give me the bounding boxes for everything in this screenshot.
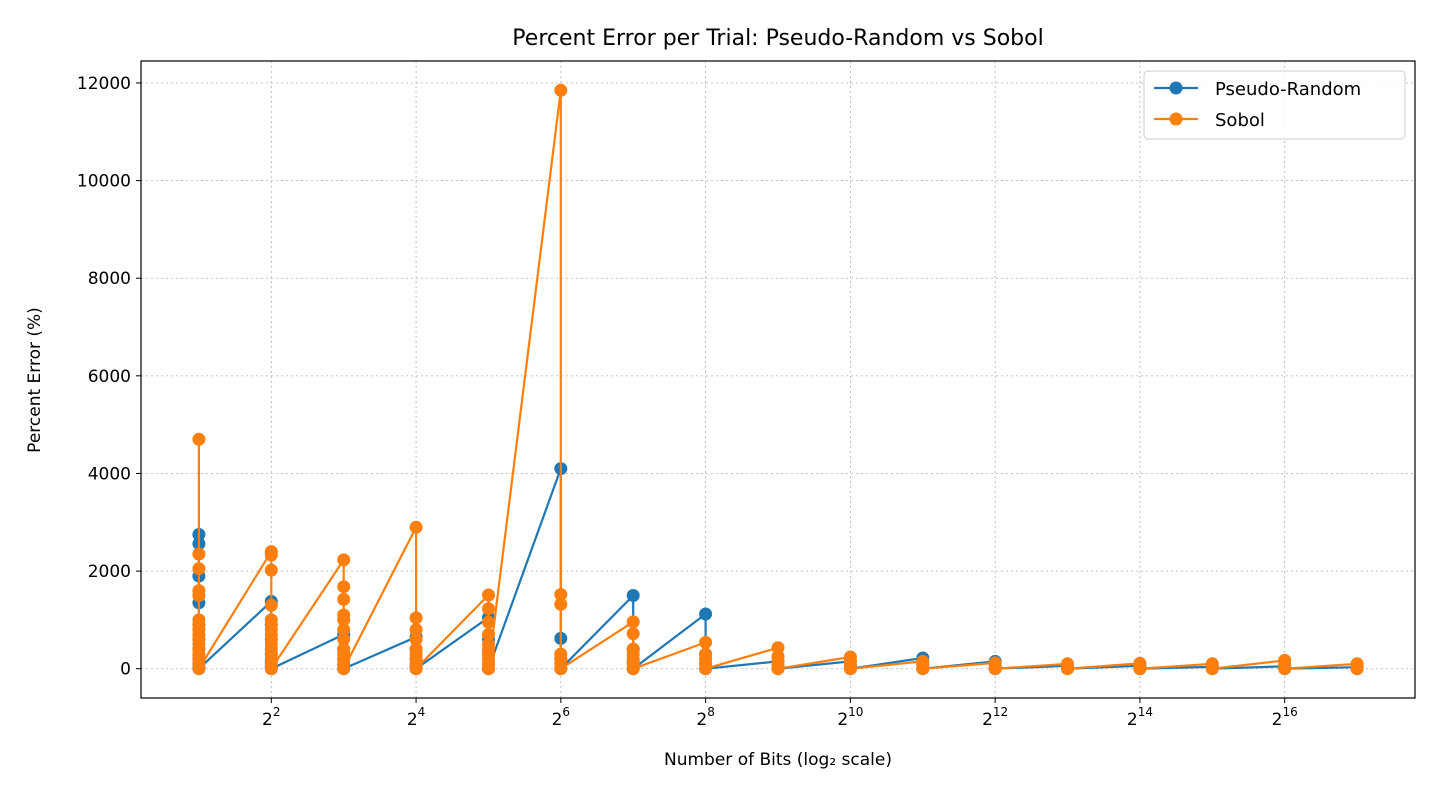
data-point-sobol: [1205, 662, 1219, 676]
data-point-sobol: [192, 547, 206, 561]
data-point-sobol: [337, 553, 351, 567]
x-tick-label: 24: [407, 705, 425, 730]
data-point-sobol: [554, 588, 568, 601]
y-tick-label: 10000: [77, 172, 131, 192]
data-point-sobol: [1278, 662, 1292, 676]
data-point-sobol: [1133, 662, 1147, 676]
legend: Pseudo-Random Sobol: [1143, 70, 1406, 140]
y-tick-label: 6000: [88, 367, 131, 387]
data-point-sobol: [771, 662, 785, 676]
data-point-sobol: [482, 588, 495, 602]
data-point-sobol: [1350, 662, 1364, 676]
data-point-sobol: [988, 662, 1002, 676]
data-point-pseudo-random: [699, 607, 713, 621]
data-point-sobol: [264, 548, 278, 562]
y-tick-label: 2000: [88, 562, 131, 582]
data-point-sobol: [337, 580, 351, 594]
y-tick-label: 0: [120, 660, 131, 680]
data-point-sobol: [482, 602, 495, 616]
data-point-sobol: [337, 632, 351, 646]
data-point-sobol: [699, 635, 713, 649]
data-point-sobol: [843, 662, 857, 676]
data-point-sobol: [409, 662, 423, 676]
x-tick-label: 28: [696, 705, 714, 730]
y-tick-label: 4000: [88, 464, 131, 484]
data-point-sobol: [192, 662, 206, 676]
data-point-sobol: [192, 432, 206, 446]
x-tick-label: 22: [262, 705, 280, 730]
grid: [141, 61, 1415, 698]
plot-frame: [140, 60, 1416, 699]
series-sobol: [192, 83, 1364, 676]
data-point-sobol: [482, 628, 495, 641]
data-point-sobol: [626, 627, 640, 641]
legend-marker-pseudo-random: [1169, 81, 1183, 95]
data-point-sobol: [264, 662, 278, 676]
y-axis-label: Percent Error (%): [25, 307, 45, 453]
y-tick-label: 12000: [77, 74, 131, 94]
data-point-sobol: [264, 563, 278, 577]
legend-marker-sobol: [1169, 112, 1183, 126]
data-point-sobol: [409, 520, 423, 534]
legend-label-sobol: Sobol: [1215, 110, 1265, 131]
data-point-sobol: [554, 662, 568, 676]
data-point-pseudo-random: [626, 589, 640, 602]
x-tick-label: 214: [1127, 705, 1153, 730]
data-point-sobol: [337, 623, 351, 637]
series-layer: [192, 83, 1364, 676]
data-point-sobol: [337, 662, 351, 676]
data-point-sobol: [482, 662, 495, 676]
data-point-sobol: [264, 598, 278, 612]
data-point-sobol: [916, 662, 930, 676]
data-point-sobol: [192, 589, 206, 602]
x-axis-label: Number of Bits (log₂ scale): [664, 750, 892, 770]
data-point-sobol: [482, 615, 495, 629]
data-point-sobol: [409, 611, 423, 625]
data-point-sobol: [192, 562, 206, 576]
series-line-pseudo-random: [197, 467, 1359, 670]
data-point-sobol: [554, 83, 568, 97]
x-axis-ticks: 22 24 26 28 210 212 214 216: [262, 698, 1298, 730]
x-tick-label: 216: [1272, 705, 1298, 730]
data-point-sobol: [409, 632, 423, 646]
chart-title: Percent Error per Trial: Pseudo-Random v…: [512, 26, 1043, 51]
series-line-sobol: [197, 89, 1359, 670]
data-point-sobol: [337, 613, 351, 627]
legend-label-pseudo-random: Pseudo-Random: [1215, 79, 1361, 100]
y-axis-ticks: 0 2000 4000 6000 8000 10000 12000: [77, 74, 141, 680]
data-point-sobol: [1061, 662, 1074, 676]
data-point-sobol: [409, 623, 423, 637]
data-point-sobol: [626, 662, 640, 676]
data-point-sobol: [699, 662, 713, 676]
x-tick-label: 26: [552, 705, 570, 730]
legend-box: [1143, 70, 1406, 140]
data-point-sobol: [626, 615, 640, 629]
x-tick-label: 210: [837, 705, 863, 730]
y-tick-label: 8000: [88, 269, 131, 289]
data-point-sobol: [554, 597, 568, 611]
data-point-sobol: [337, 592, 351, 606]
x-tick-label: 212: [982, 705, 1008, 730]
